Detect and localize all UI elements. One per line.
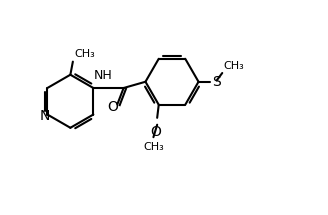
Text: CH₃: CH₃ xyxy=(224,61,245,71)
Text: NH: NH xyxy=(94,69,113,82)
Text: CH₃: CH₃ xyxy=(74,49,95,59)
Text: CH₃: CH₃ xyxy=(143,142,164,152)
Text: S: S xyxy=(212,75,220,89)
Text: O: O xyxy=(150,125,161,139)
Text: N: N xyxy=(40,109,51,123)
Text: O: O xyxy=(107,100,118,114)
